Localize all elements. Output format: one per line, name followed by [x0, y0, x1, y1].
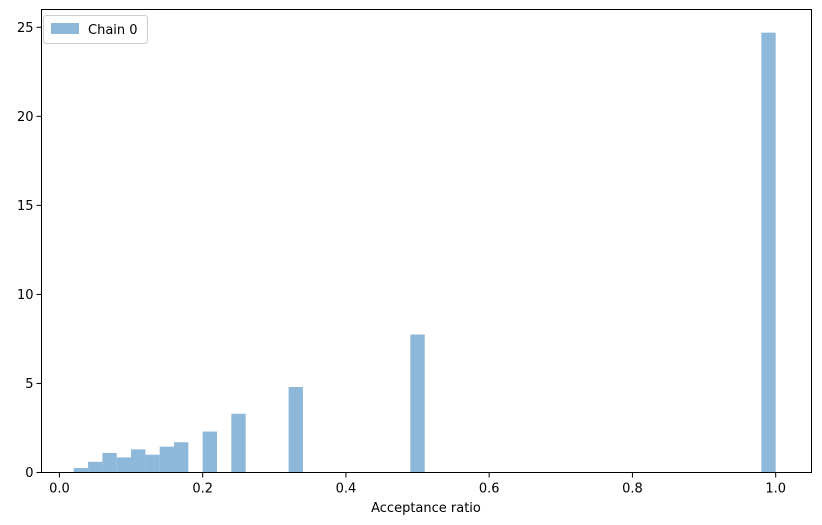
x-tick-label: 0.6 [479, 482, 500, 497]
histogram-bar [159, 446, 175, 473]
y-tick-label: 25 [17, 21, 34, 36]
y-tick-label: 10 [17, 288, 34, 303]
histogram-bar [231, 413, 246, 473]
x-axis-label: Acceptance ratio [371, 501, 481, 516]
histogram-bar [288, 387, 303, 473]
x-tick-label: 0.4 [336, 482, 357, 497]
histogram-bar [116, 457, 132, 473]
histogram-bar [145, 454, 160, 473]
histogram-bar [202, 431, 217, 473]
x-tick-label: 0.2 [192, 482, 213, 497]
x-tick-label: 0.0 [49, 482, 70, 497]
histogram-bar [73, 468, 89, 473]
x-axis-ticks: 0.0 0.2 0.4 0.6 0.8 1.0 [49, 472, 786, 497]
y-tick-label: 0 [25, 466, 33, 481]
histogram-bar [88, 461, 103, 473]
bars-group [73, 32, 776, 473]
legend-box [43, 15, 148, 44]
histogram-bar [174, 442, 189, 473]
histogram-bar [761, 32, 776, 473]
legend-swatch [51, 23, 79, 34]
plot-frame [41, 9, 812, 473]
legend-label-chain-0: Chain 0 [88, 23, 138, 38]
x-tick-label: 1.0 [765, 482, 786, 497]
y-tick-label: 5 [25, 377, 33, 392]
histogram-bar [102, 452, 117, 473]
x-tick-label: 0.8 [622, 482, 643, 497]
histogram-bar [410, 334, 425, 473]
y-tick-label: 15 [17, 199, 34, 214]
legend: Chain 0 [43, 15, 148, 44]
y-tick-label: 20 [17, 110, 34, 125]
histogram-bar [131, 449, 146, 473]
y-axis-ticks: 0 5 10 15 20 25 [17, 21, 42, 481]
